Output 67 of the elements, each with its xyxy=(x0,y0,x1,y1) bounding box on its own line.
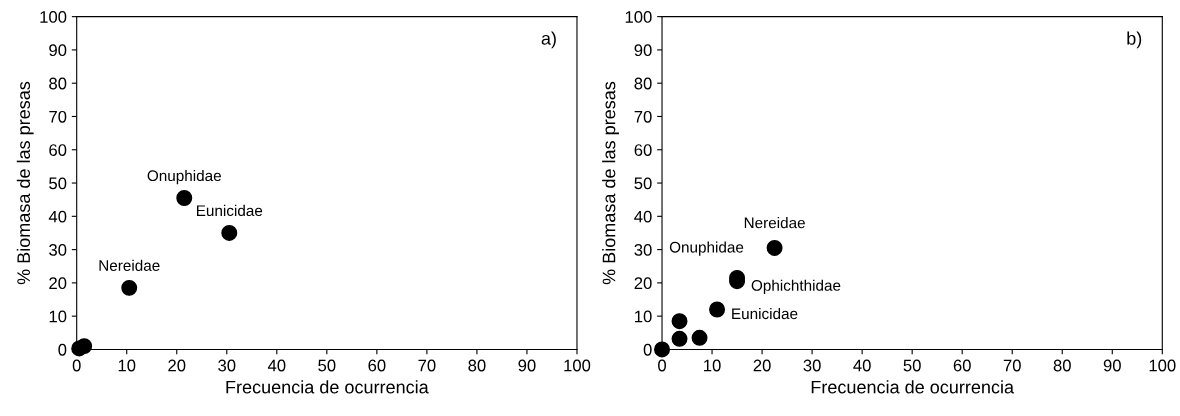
x-tick-label: 20 xyxy=(753,359,771,372)
point xyxy=(121,279,138,296)
y-tick-label: 70 xyxy=(634,110,652,123)
annotation: a) xyxy=(541,31,556,49)
y-tick-label: 80 xyxy=(634,77,652,90)
y-tick-label: 10 xyxy=(635,310,652,323)
y-tick-label: 30 xyxy=(634,244,652,256)
x-tick-label: 90 xyxy=(518,359,536,372)
y-tick-label: 80 xyxy=(49,77,67,90)
y-tick-label: 60 xyxy=(634,144,652,156)
annotation: Onuphidae xyxy=(147,169,221,185)
y-tick-label: 100 xyxy=(40,11,67,23)
point xyxy=(709,301,726,318)
annotation: b) xyxy=(1127,31,1142,49)
point xyxy=(176,190,193,206)
annotation: Ophichthidae xyxy=(751,279,841,294)
x-tick-label: 50 xyxy=(903,359,921,372)
x-tick-label: 30 xyxy=(803,359,821,372)
y-tick-label: 90 xyxy=(634,44,652,57)
y-tick-label: 50 xyxy=(634,177,652,190)
annotation: Nereidae xyxy=(99,259,160,271)
y-tick-label: 10 xyxy=(49,310,67,323)
y-tick-label: 30 xyxy=(49,244,67,256)
y-tick-label: 20 xyxy=(49,277,67,290)
x-tick-label: 60 xyxy=(368,359,386,372)
point xyxy=(691,329,708,346)
point xyxy=(76,338,93,355)
x-tick-label: 0 xyxy=(658,359,667,372)
x-tick-label: 60 xyxy=(953,359,971,372)
y-axis-title: % Biomasa de las presas xyxy=(602,81,619,285)
annotation: Eunicidae xyxy=(196,204,263,217)
y-tick-label: 70 xyxy=(49,110,67,123)
x-tick-label: 90 xyxy=(1103,359,1121,372)
y-tick-label: 40 xyxy=(634,210,652,223)
y-tick-label: 100 xyxy=(625,11,652,23)
x-tick-label: 40 xyxy=(267,359,286,372)
y-tick-label: 60 xyxy=(49,144,67,156)
y-tick-label: 20 xyxy=(634,277,652,290)
annotation: Onuphidae xyxy=(669,241,744,256)
point xyxy=(671,313,688,330)
y-axis-title: % Biomasa de las presas xyxy=(16,81,34,285)
y-tick-label: 90 xyxy=(49,44,67,57)
annotation: Nereidae xyxy=(744,217,805,229)
x-tick-label: 30 xyxy=(218,359,236,372)
x-tick-label: 10 xyxy=(118,359,136,372)
y-tick-label: 40 xyxy=(48,210,67,223)
x-tick-label: 100 xyxy=(1149,359,1176,372)
y-tick-label: 0 xyxy=(58,343,67,356)
x-tick-label: 70 xyxy=(418,359,436,372)
point xyxy=(671,330,688,347)
x-tick-label: 80 xyxy=(468,359,486,372)
x-axis-title: Frecuencia de ocurrencia xyxy=(811,380,1015,394)
x-tick-label: 50 xyxy=(318,359,336,372)
x-axis-title: Frecuencia de ocurrencia xyxy=(226,380,429,394)
x-tick-label: 40 xyxy=(853,359,871,372)
y-tick-label: 0 xyxy=(643,343,652,356)
x-tick-label: 20 xyxy=(168,359,186,372)
annotation: Eunicidae xyxy=(732,307,798,320)
point xyxy=(221,224,238,241)
x-tick-label: 100 xyxy=(564,359,591,372)
x-tick-label: 0 xyxy=(72,359,81,372)
x-tick-label: 10 xyxy=(704,359,721,372)
y-tick-label: 50 xyxy=(49,177,67,190)
point xyxy=(766,239,783,256)
x-tick-label: 70 xyxy=(1003,359,1021,372)
point xyxy=(654,341,671,358)
x-tick-label: 80 xyxy=(1053,359,1071,372)
